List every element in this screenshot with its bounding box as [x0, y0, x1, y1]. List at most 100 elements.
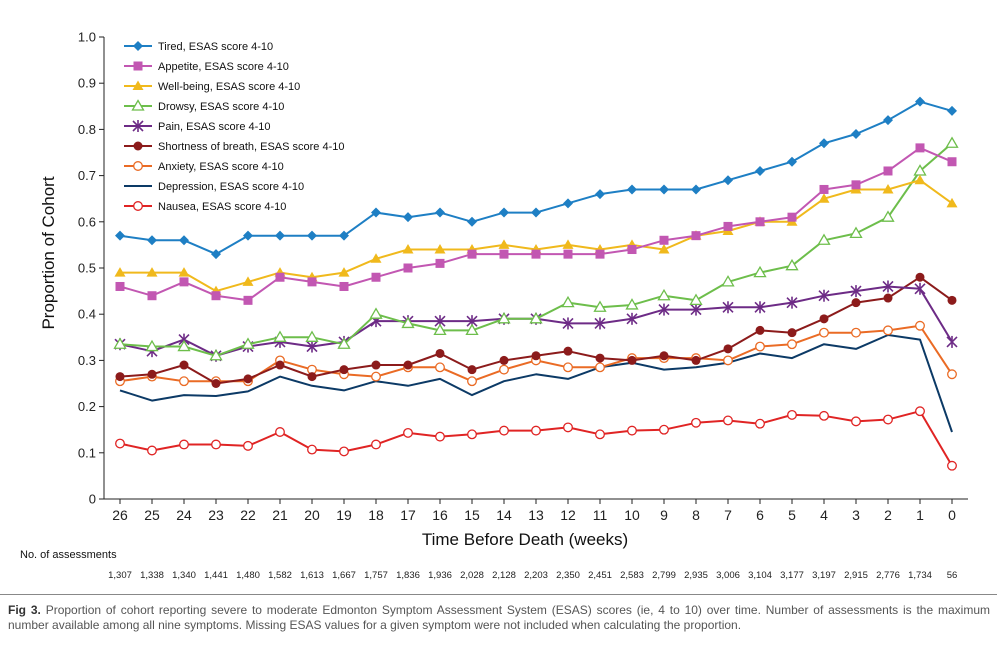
assessment-count: 1,836: [396, 570, 420, 581]
x-tick-label: 11: [593, 507, 608, 523]
y-tick-label: 0: [89, 492, 96, 507]
series-tired: [115, 96, 957, 260]
data-point-tired: [595, 189, 605, 200]
data-point-drowsy: [465, 323, 479, 336]
data-point-shortness-of-breath: [339, 365, 349, 375]
data-point-tired: [499, 207, 509, 218]
assessment-count: 1,757: [364, 570, 388, 581]
data-point-nausea: [371, 439, 381, 450]
data-point-drowsy: [369, 307, 383, 319]
data-point-nausea: [723, 415, 733, 426]
data-point-shortness-of-breath: [787, 328, 797, 338]
data-point-tired: [915, 96, 925, 107]
x-tick-label: 19: [336, 507, 352, 523]
series-nausea: [115, 406, 957, 471]
data-point-well-being: [946, 197, 958, 208]
x-tick-label: 25: [144, 507, 160, 523]
data-point-drowsy: [145, 339, 159, 352]
x-tick-label: 13: [528, 507, 544, 523]
legend-item-anxiety: Anxiety, ESAS score 4-10: [124, 161, 284, 173]
data-point-well-being: [338, 267, 350, 277]
legend-swatch-marker: [133, 161, 143, 171]
data-point-pain: [658, 303, 670, 316]
data-point-appetite: [595, 249, 605, 259]
legend-label: Tired, ESAS score 4-10: [158, 41, 273, 53]
data-point-tired: [659, 184, 669, 195]
data-point-appetite: [307, 277, 317, 287]
data-point-well-being: [658, 244, 670, 254]
x-tick-label: 22: [240, 507, 256, 523]
data-point-appetite: [339, 281, 349, 291]
x-tick-label: 10: [624, 507, 640, 523]
data-point-tired: [531, 207, 541, 218]
assessment-count: 1,936: [428, 570, 452, 581]
data-point-tired: [723, 175, 733, 186]
assessment-count: 1,582: [268, 570, 292, 581]
data-point-well-being: [434, 244, 446, 254]
data-point-shortness-of-breath: [147, 369, 157, 379]
data-point-shortness-of-breath: [723, 344, 733, 354]
data-point-tired: [435, 207, 445, 218]
series-depression: [119, 334, 953, 433]
legend-item-nausea: Nausea, ESAS score 4-10: [124, 201, 286, 213]
data-point-pain: [306, 340, 318, 353]
assessment-count: 2,935: [684, 570, 708, 581]
series-appetite: [115, 143, 957, 305]
data-point-tired: [147, 235, 157, 246]
x-tick-label: 3: [852, 507, 860, 523]
legend-swatch-marker: [133, 201, 143, 211]
data-point-pain: [626, 312, 638, 325]
figure-caption: Fig 3. Proportion of cohort reporting se…: [8, 603, 990, 633]
data-point-nausea: [243, 440, 253, 451]
legend-item-pain: Pain, ESAS score 4-10: [124, 120, 271, 133]
data-point-anxiety: [435, 362, 445, 373]
x-axis-title: Time Before Death (weeks): [422, 530, 628, 549]
data-point-nausea: [179, 439, 189, 450]
data-point-well-being: [562, 239, 574, 249]
x-tick-label: 4: [820, 507, 828, 523]
data-point-appetite: [851, 180, 861, 190]
data-point-shortness-of-breath: [915, 272, 925, 282]
data-point-shortness-of-breath: [819, 314, 829, 324]
assessment-count: 1,734: [908, 570, 932, 581]
data-point-tired: [467, 216, 477, 227]
data-point-appetite: [691, 231, 701, 241]
data-point-drowsy: [689, 293, 703, 305]
assessment-count: 2,776: [876, 570, 900, 581]
x-tick-label: 16: [432, 507, 448, 523]
data-point-anxiety: [723, 355, 733, 366]
data-point-pain: [562, 317, 574, 330]
data-point-shortness-of-breath: [691, 355, 701, 365]
data-point-nausea: [883, 414, 893, 425]
data-point-shortness-of-breath: [211, 379, 221, 388]
data-point-drowsy: [849, 226, 863, 239]
data-point-shortness-of-breath: [627, 355, 637, 365]
series-drowsy: [113, 136, 959, 361]
data-point-drowsy: [721, 275, 735, 287]
assessments-row: 1,307 1,338 1,340 1,441 1,480 1,582 1,613 1,667…: [108, 570, 957, 581]
data-point-pain: [850, 285, 862, 298]
data-point-well-being: [146, 267, 158, 277]
legend-label: Appetite, ESAS score 4-10: [158, 61, 289, 73]
data-point-appetite: [275, 272, 285, 282]
data-point-nausea: [531, 425, 541, 436]
y-tick-label: 0.8: [78, 122, 96, 137]
data-point-well-being: [818, 193, 830, 203]
data-point-drowsy: [657, 288, 671, 301]
data-point-appetite: [947, 157, 957, 167]
data-point-drowsy: [753, 265, 767, 278]
data-point-drowsy: [625, 298, 639, 310]
y-tick-label: 0.5: [78, 261, 96, 276]
data-point-well-being: [370, 253, 382, 263]
data-point-tired: [627, 184, 637, 195]
data-point-anxiety: [371, 371, 381, 382]
y-tick-label: 0.3: [78, 353, 96, 368]
x-tick-label: 24: [176, 507, 192, 523]
data-point-nausea: [851, 416, 861, 427]
data-point-shortness-of-breath: [595, 353, 605, 363]
x-tick-label: 7: [724, 507, 732, 523]
assessment-count: 3,104: [748, 570, 772, 581]
assessment-count: 3,177: [780, 570, 804, 581]
data-point-anxiety: [787, 339, 797, 350]
data-point-nausea: [659, 424, 669, 435]
